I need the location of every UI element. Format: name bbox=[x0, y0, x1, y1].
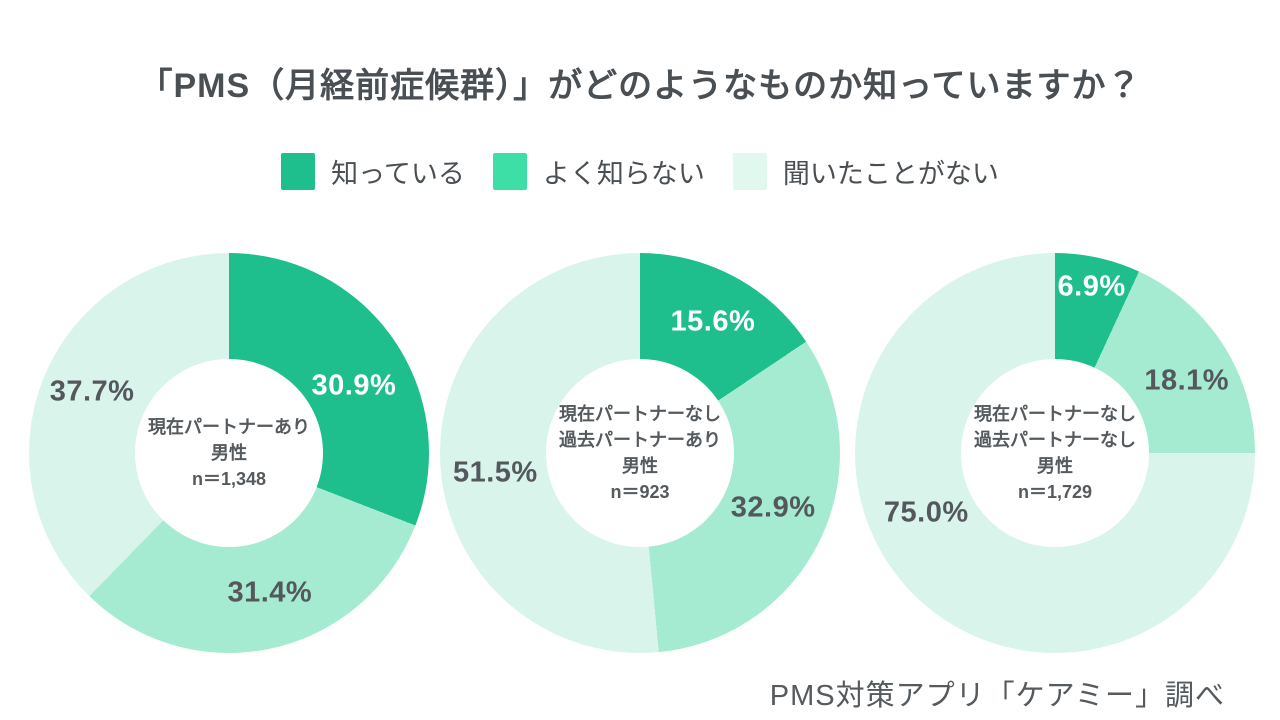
legend: 知っている よく知らない 聞いたことがない bbox=[0, 152, 1280, 191]
center-line: 現在パートナーなし bbox=[559, 404, 721, 424]
legend-label-not-well: よく知らない bbox=[542, 159, 705, 189]
donut-chart-partner-now: 30.9% 31.4% 37.7% 現在パートナーあり 男性 n＝1,348 bbox=[29, 253, 429, 653]
donut-chart-partner-past: 15.6% 32.9% 51.5% 現在パートナーなし 過去パートナーあり 男性… bbox=[440, 253, 840, 653]
slice-label-know: 30.9% bbox=[311, 369, 397, 401]
center-line: 男性 bbox=[211, 443, 247, 463]
center-line: 男性 bbox=[622, 456, 658, 476]
legend-item-know: 知っている bbox=[281, 152, 465, 191]
legend-label-know: 知っている bbox=[331, 159, 465, 189]
donut-center-label: 現在パートナーなし 過去パートナーあり 男性 n＝923 bbox=[546, 359, 734, 547]
legend-swatch-not-well-icon bbox=[492, 153, 527, 190]
center-line: 現在パートナーあり bbox=[148, 417, 310, 437]
legend-swatch-know-icon bbox=[281, 153, 316, 190]
slice-label-not-well: 18.1% bbox=[1144, 364, 1230, 397]
donut-chart-partner-never: 6.9% 18.1% 75.0% 現在パートナーなし 過去パートナーなし 男性 … bbox=[855, 253, 1255, 653]
legend-item-not-well: よく知らない bbox=[492, 152, 705, 191]
center-line: 現在パートナーなし bbox=[974, 404, 1136, 424]
source-credit: PMS対策アプリ「ケアミー」調べ bbox=[769, 680, 1225, 712]
legend-swatch-never-heard-icon bbox=[732, 153, 767, 190]
legend-label-never-heard: 聞いたことがない bbox=[782, 159, 999, 189]
slice-label-know: 15.6% bbox=[670, 305, 756, 338]
legend-item-never-heard: 聞いたことがない bbox=[732, 152, 999, 191]
center-line: 過去パートナーなし bbox=[974, 430, 1136, 450]
donut-center-label: 現在パートナーあり 男性 n＝1,348 bbox=[135, 359, 323, 547]
slice-label-not-well: 31.4% bbox=[227, 576, 313, 609]
slice-label-know: 6.9% bbox=[1057, 270, 1126, 303]
chart-title: 「PMS（月経前症候群）」がどのようなものか知っていますか？ bbox=[138, 67, 1142, 105]
slice-label-never-heard: 51.5% bbox=[452, 456, 538, 489]
slice-label-not-well: 32.9% bbox=[730, 491, 816, 524]
center-line: 過去パートナーあり bbox=[559, 430, 721, 450]
sample-size: n＝923 bbox=[610, 482, 670, 502]
center-line: 男性 bbox=[1037, 456, 1073, 476]
slice-label-never-heard: 37.7% bbox=[49, 375, 135, 408]
sample-size: n＝1,348 bbox=[191, 469, 267, 489]
donut-center-label: 現在パートナーなし 過去パートナーなし 男性 n＝1,729 bbox=[961, 359, 1149, 547]
slice-label-never-heard: 75.0% bbox=[883, 496, 969, 529]
sample-size: n＝1,729 bbox=[1017, 482, 1093, 502]
